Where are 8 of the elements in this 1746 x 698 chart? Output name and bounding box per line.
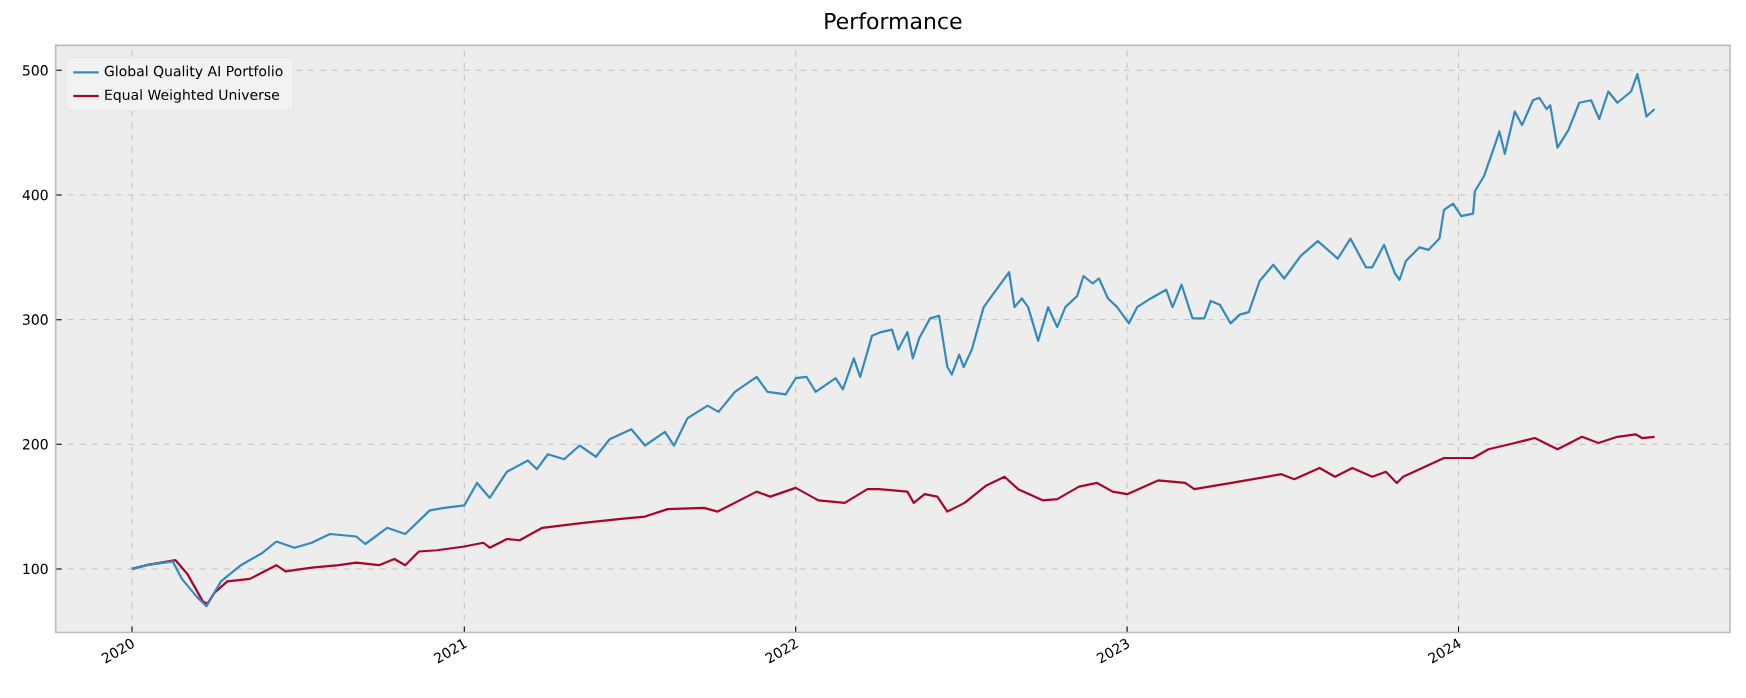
y-tick-label: 100 — [23, 563, 48, 575]
chart-title: Performance — [825, 12, 962, 30]
y-tick-label: 300 — [22, 314, 48, 325]
y-tick-label: 200 — [22, 438, 48, 450]
legend-label: Equal Weighted Universe — [105, 89, 280, 103]
y-tick-label: 400 — [22, 189, 48, 201]
y-tick-label: 500 — [22, 65, 48, 76]
legend-label: Global Quality AI Portfolio — [104, 65, 283, 80]
